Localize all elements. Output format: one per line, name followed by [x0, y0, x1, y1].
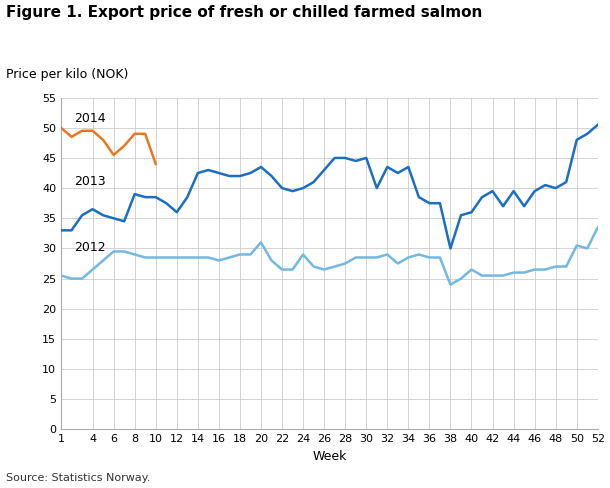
Text: 2012: 2012 — [74, 242, 106, 254]
Text: Figure 1. Export price of fresh or chilled farmed salmon: Figure 1. Export price of fresh or chill… — [6, 5, 483, 20]
Text: 2014: 2014 — [74, 112, 106, 125]
Text: Price per kilo (NOK): Price per kilo (NOK) — [6, 67, 129, 81]
Text: Source: Statistics Norway.: Source: Statistics Norway. — [6, 473, 151, 483]
X-axis label: Week: Week — [312, 450, 346, 463]
Text: 2013: 2013 — [74, 175, 106, 188]
